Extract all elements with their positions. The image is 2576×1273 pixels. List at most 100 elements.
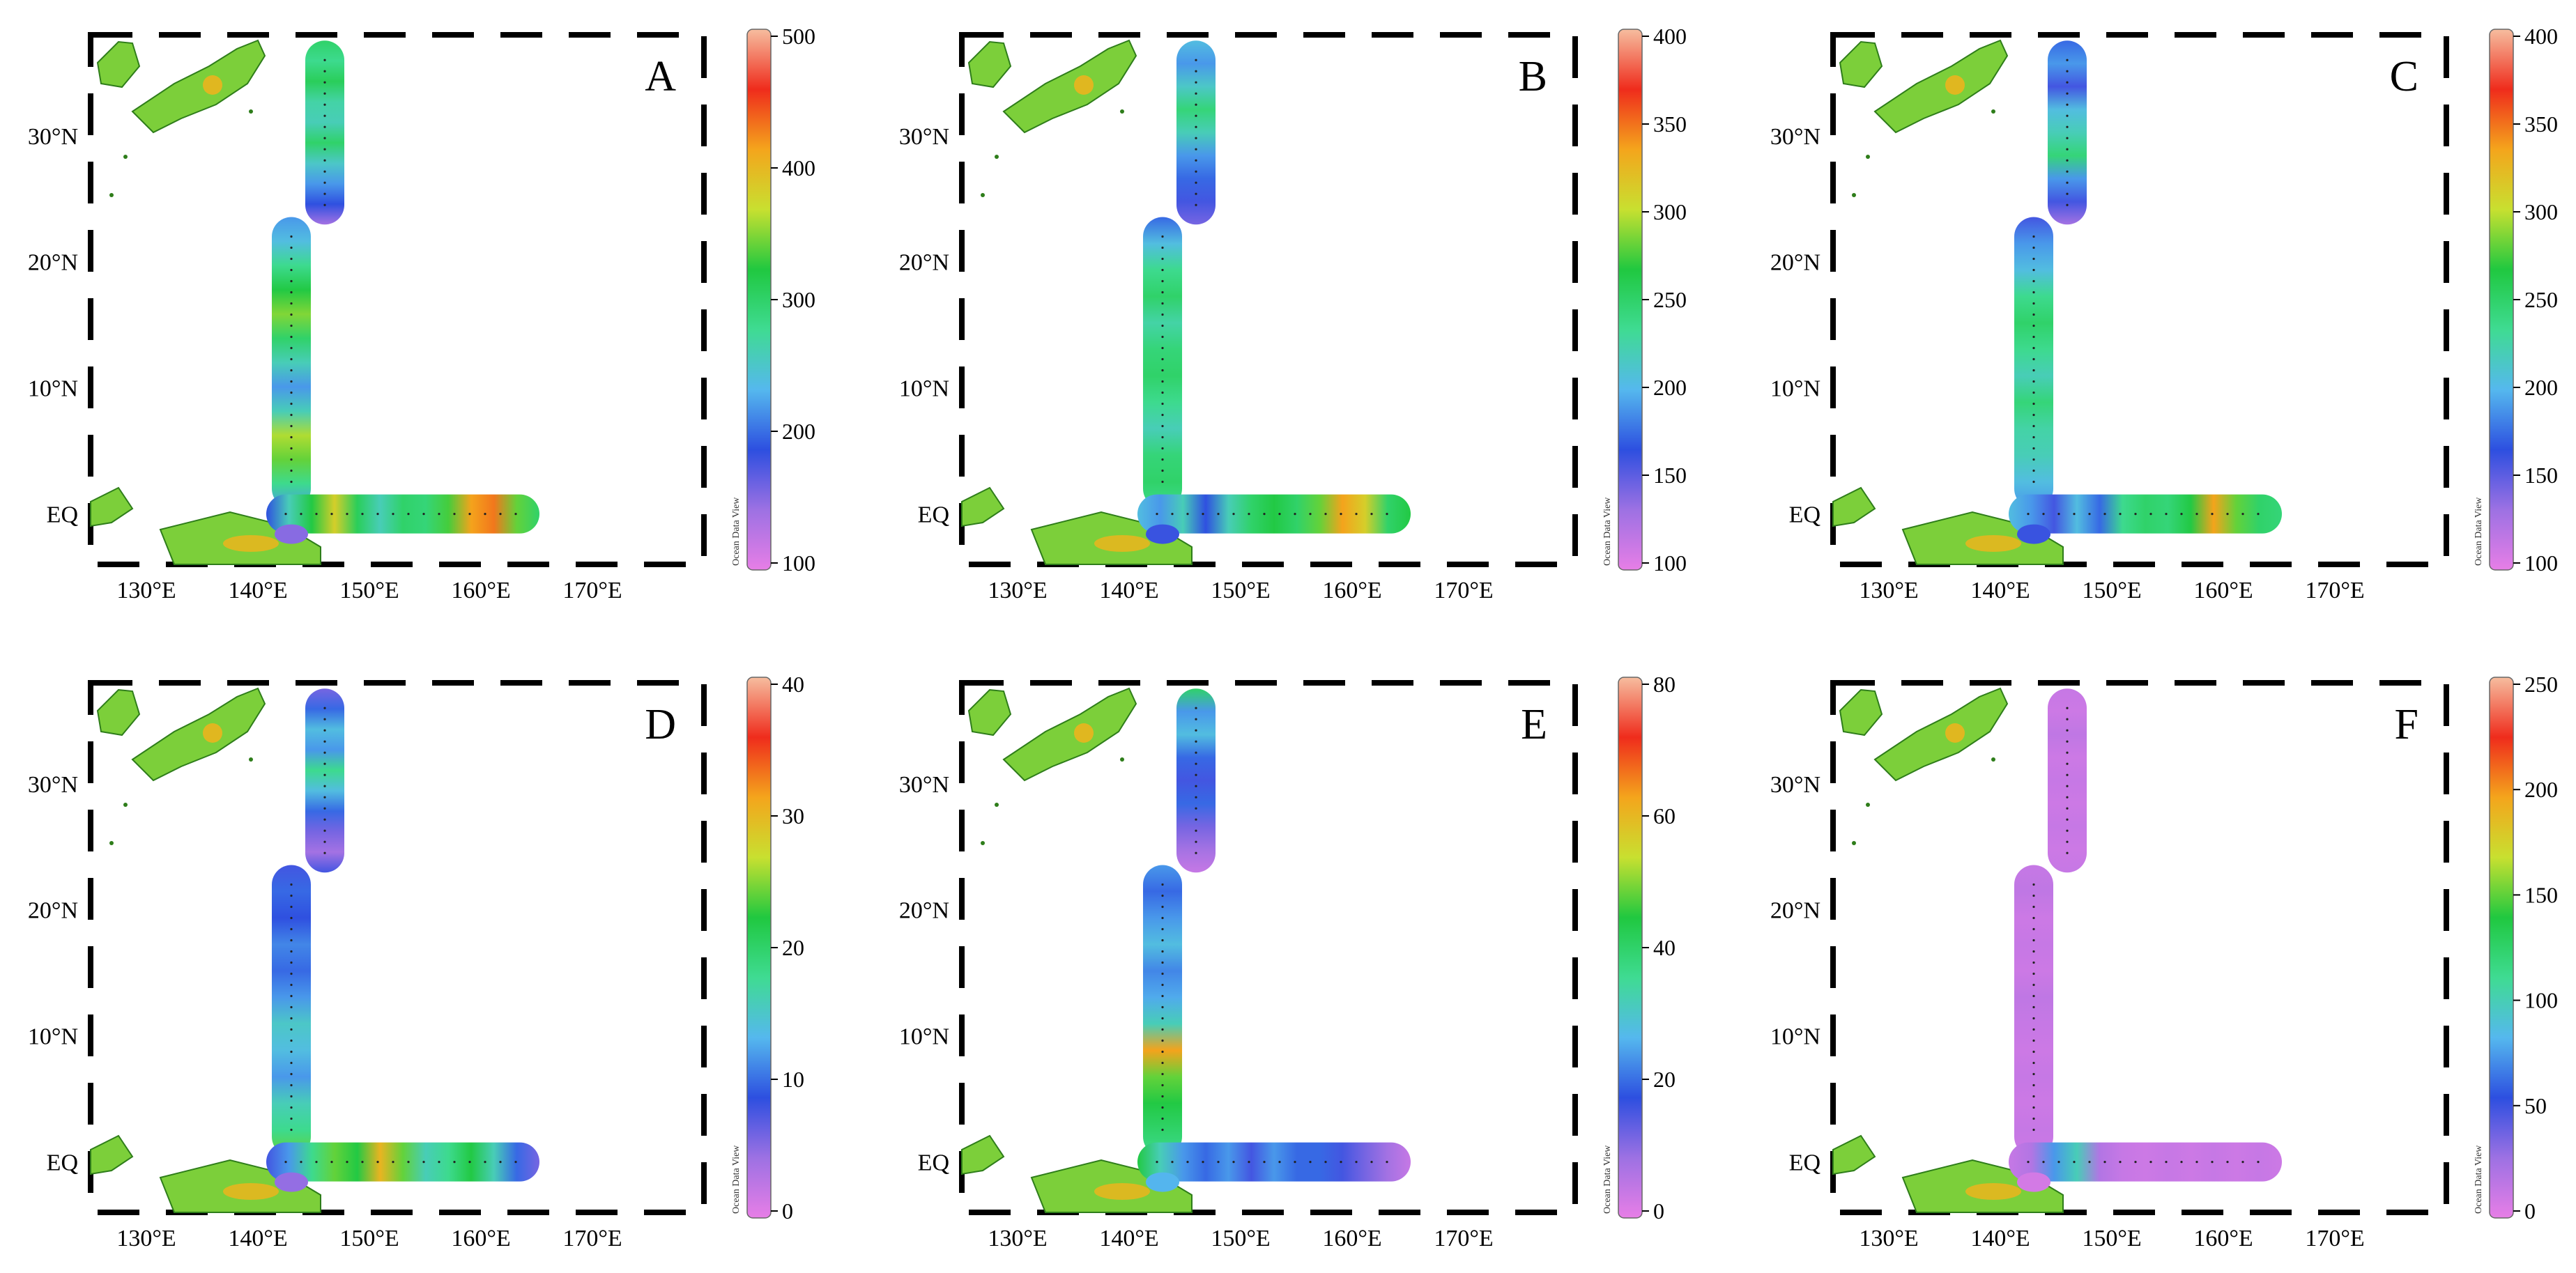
- station-dot: [323, 740, 326, 743]
- station-dot: [290, 1128, 293, 1132]
- colorbar-tick-label: 80: [1653, 672, 1676, 697]
- station-dot: [2032, 257, 2035, 261]
- lon-label: 160°E: [2193, 1226, 2253, 1251]
- station-dot: [1161, 1095, 1164, 1098]
- station-dot: [323, 851, 326, 854]
- station-dot: [2032, 883, 2035, 886]
- station-dot: [323, 125, 326, 128]
- lat-label: 10°N: [899, 1024, 949, 1050]
- lat-label: 20°N: [1770, 898, 1820, 924]
- station-dot: [2032, 447, 2035, 450]
- station-dot: [300, 1161, 302, 1164]
- map-frame: [959, 680, 1578, 1215]
- transect-middle: [272, 217, 311, 509]
- station-dot: [1340, 1161, 1342, 1164]
- colorbar-tick-label: 400: [1653, 24, 1687, 49]
- ocean-data-view-watermark: Ocean Data View: [1602, 497, 1613, 566]
- station-dot: [290, 1117, 293, 1120]
- transect-north: [1176, 40, 1216, 225]
- station-dot: [514, 513, 517, 516]
- station-dot: [2032, 972, 2035, 975]
- station-dot: [2032, 458, 2035, 461]
- land-japan-highland: [1074, 75, 1094, 95]
- station-dot: [2042, 513, 2045, 516]
- station-dot: [300, 513, 302, 516]
- colorbar: [1618, 29, 1643, 571]
- station-dot: [1370, 1161, 1373, 1164]
- station-dot: [323, 148, 326, 151]
- station-dot: [2032, 961, 2035, 964]
- colorbar-tick-label: 0: [782, 1198, 793, 1224]
- station-dot: [290, 1028, 293, 1031]
- island: [1852, 841, 1856, 845]
- station-dot: [407, 1161, 410, 1164]
- station-dot: [290, 313, 293, 316]
- map-frame: [88, 680, 707, 1215]
- station-dot: [2057, 1161, 2060, 1164]
- station-dot: [290, 905, 293, 909]
- station-dot: [290, 424, 293, 428]
- station-dot: [1195, 70, 1197, 72]
- station-dot: [2032, 994, 2035, 998]
- station-dot: [290, 1083, 293, 1087]
- station-dot: [1161, 994, 1164, 998]
- station-dot: [323, 181, 326, 184]
- station-dot: [1202, 1161, 1204, 1164]
- transect-equatorial: [2009, 494, 2282, 534]
- station-dot: [1161, 1028, 1164, 1031]
- station-dot: [2042, 1161, 2045, 1164]
- transect-equatorial: [1137, 1142, 1411, 1182]
- station-dot: [1195, 773, 1197, 776]
- colorbar-tick-label: 100: [1653, 550, 1687, 576]
- lon-label: 170°E: [1434, 578, 1493, 603]
- station-dot: [392, 513, 394, 516]
- station-dot: [2066, 762, 2069, 765]
- lat-label: 20°N: [899, 250, 949, 276]
- station-dot: [2165, 1161, 2168, 1164]
- station-dot: [323, 70, 326, 72]
- station-dot: [2103, 513, 2106, 516]
- station-dot: [290, 927, 293, 931]
- lon-label: 140°E: [1099, 578, 1158, 603]
- station-dot: [323, 729, 326, 732]
- station-dot: [2032, 1061, 2035, 1065]
- station-dot: [1161, 380, 1164, 383]
- lat-label: EQ: [47, 502, 78, 528]
- station-dot: [2088, 513, 2091, 516]
- station-dot: [323, 751, 326, 754]
- station-dot: [2066, 818, 2069, 821]
- station-dot: [2032, 1072, 2035, 1076]
- station-dot: [1195, 159, 1197, 162]
- station-dot: [290, 391, 293, 394]
- station-dot: [2066, 148, 2069, 151]
- station-dot: [1161, 1106, 1164, 1109]
- lon-label: 150°E: [2082, 1226, 2141, 1251]
- colorbar: [746, 29, 772, 571]
- station-dot: [2032, 1106, 2035, 1109]
- lat-label: 10°N: [28, 376, 78, 402]
- colorbar: [746, 677, 772, 1219]
- station-dot: [315, 1161, 318, 1164]
- ocean-data-view-watermark: Ocean Data View: [2474, 1145, 2484, 1214]
- lon-label: 160°E: [1322, 1226, 1381, 1251]
- station-dot: [1161, 894, 1164, 897]
- station-dot: [2066, 92, 2069, 95]
- station-dot: [1161, 950, 1164, 953]
- lat-label: 20°N: [899, 898, 949, 924]
- station-dot: [1195, 81, 1197, 84]
- station-dot: [1161, 357, 1164, 361]
- station-dot: [2032, 1005, 2035, 1009]
- station-dot: [438, 1161, 440, 1164]
- station-dot: [484, 1161, 486, 1164]
- station-dot: [290, 950, 293, 953]
- colorbar-tick-label: 250: [1653, 287, 1687, 312]
- station-dot: [2180, 1161, 2183, 1164]
- colorbar-tick-label: 300: [782, 287, 815, 312]
- station-dot: [1161, 1083, 1164, 1087]
- colorbar-tick-label: 100: [2524, 550, 2558, 576]
- station-dot: [1186, 513, 1189, 516]
- station-dot: [499, 1161, 502, 1164]
- lat-label: 10°N: [28, 1024, 78, 1050]
- transect-blob: [2017, 1172, 2050, 1192]
- lon-label: 170°E: [562, 1226, 622, 1251]
